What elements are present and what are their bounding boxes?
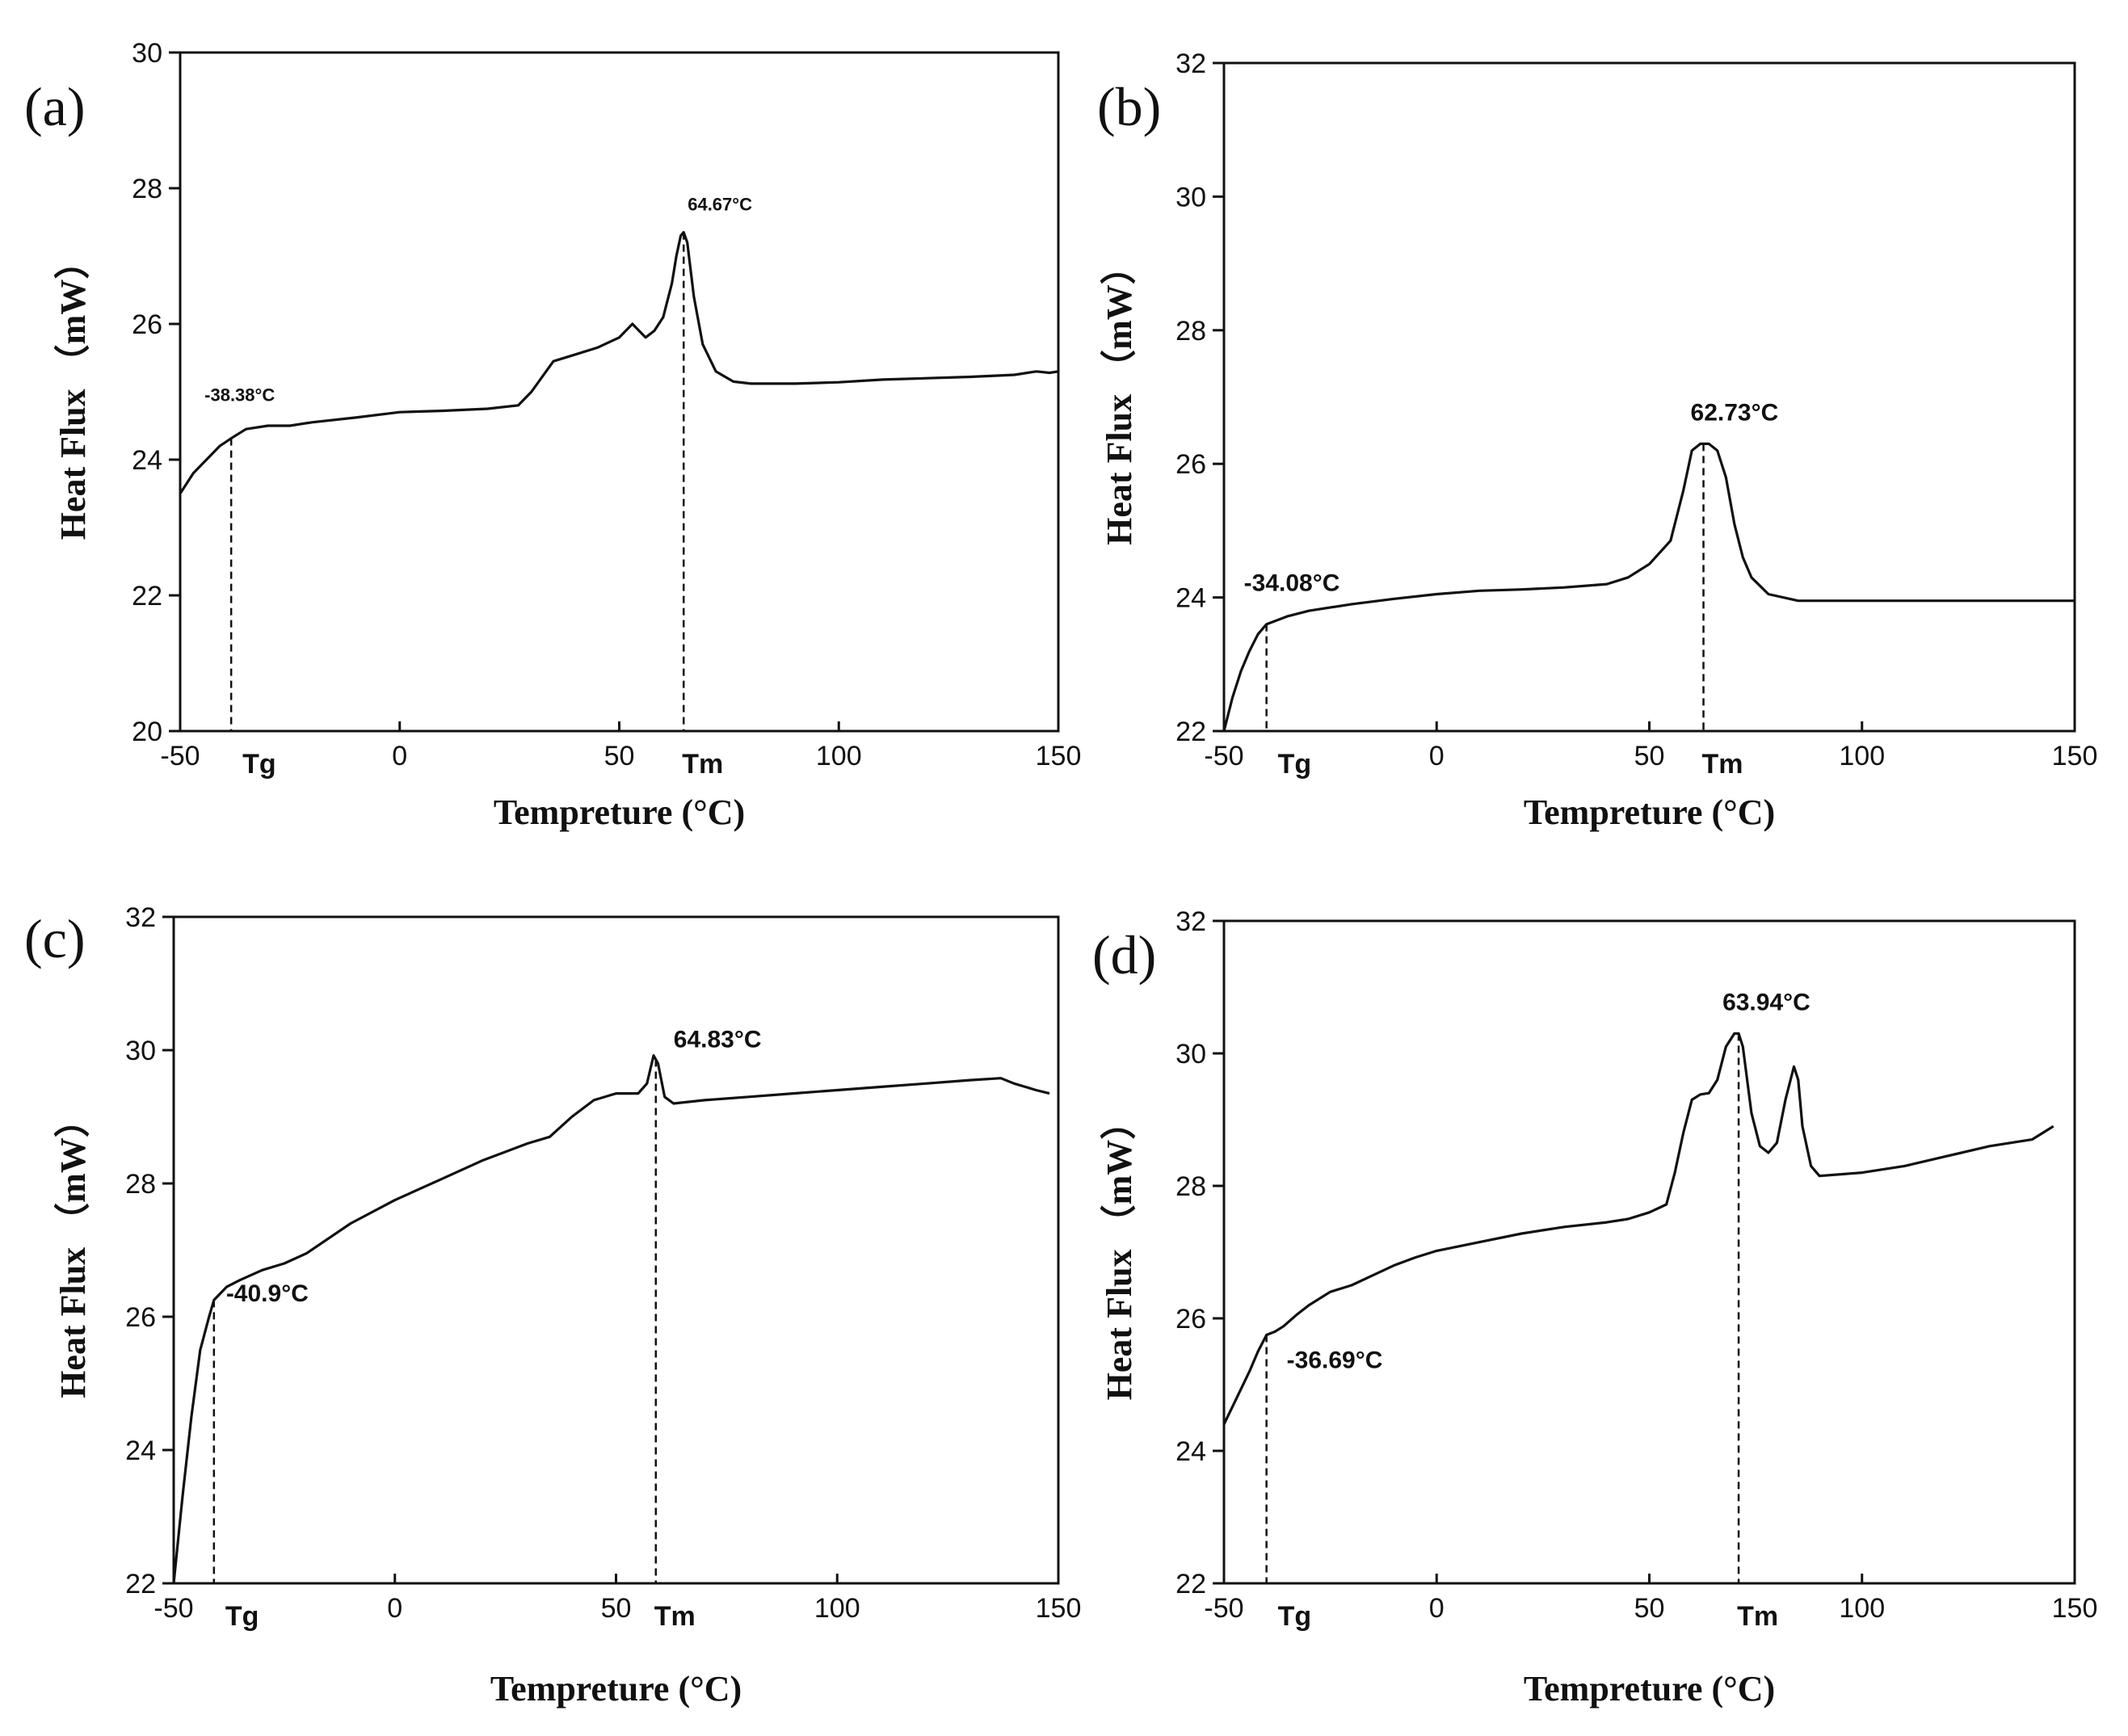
panel-c-tm-label: Tm	[654, 1601, 696, 1632]
panel-a-tg-annotation: -38.38°C	[204, 385, 275, 405]
panel-d-y-tick-label: 28	[1175, 1171, 1206, 1202]
panel-c-y-tick-label: 24	[125, 1435, 156, 1466]
panel-c-y-tick-label: 32	[125, 902, 156, 933]
panel-b-x-tick-label: 100	[1839, 741, 1885, 771]
panel-d-tm-annotation: 63.94°C	[1722, 990, 1810, 1016]
panel-c-x-tick-label: 100	[814, 1593, 860, 1624]
panel-a-dsc-curve	[179, 231, 1059, 494]
panel-b-y-tick-label: 30	[1175, 182, 1206, 212]
panel-b-tg-annotation: -34.08°C	[1244, 570, 1340, 596]
panel-a-y-tick-label: 30	[132, 38, 162, 69]
panel-c-dsc-curve	[172, 1054, 1050, 1584]
panel-d-x-tick-label: 50	[1634, 1593, 1665, 1624]
panel-c-y-tick-label: 28	[125, 1169, 156, 1200]
panel-a-y-axis-label: Heat Flux （mW）	[53, 244, 93, 540]
panel-a-x-tick-label: 0	[392, 741, 407, 771]
panel-a-y-tick-label: 28	[132, 174, 162, 204]
panel-c-x-tick-label: 0	[387, 1593, 402, 1624]
panel-d-tg-annotation: -36.69°C	[1287, 1347, 1383, 1374]
panel-b-tm-label: Tm	[1702, 749, 1743, 780]
panel-c-tg-annotation: -40.9°C	[226, 1280, 309, 1307]
panel-d-letter: (d)	[1092, 924, 1156, 986]
panel-c-x-tick-label: -50	[154, 1593, 193, 1624]
panel-c-plot-frame	[172, 915, 1060, 1585]
panel-d-x-axis-label: Tempreture (°C)	[1524, 1669, 1775, 1709]
panel-a-y-tick-label: 22	[132, 581, 162, 612]
panel-b-tg-label: Tg	[1278, 749, 1312, 780]
panel-a-letter: (a)	[24, 76, 85, 137]
panel-b-y-axis-label: Heat Flux （mW）	[1100, 249, 1139, 545]
panel-b-y-tick-label: 22	[1175, 717, 1206, 747]
panel-d-plot-frame	[1222, 919, 2076, 1585]
panel-d-y-axis-label: Heat Flux （mW）	[1100, 1104, 1139, 1401]
panel-d-y-tick-label: 32	[1175, 906, 1206, 937]
panel-d-tm-label: Tm	[1737, 1601, 1778, 1632]
panel-c-y-tick-label: 22	[125, 1569, 156, 1599]
panel-b-y-tick-label: 26	[1175, 449, 1206, 480]
panel-a-tg-label: Tg	[242, 749, 276, 780]
panel-c-y-tick-label: 30	[125, 1036, 156, 1066]
panel-b-y-tick-label: 24	[1175, 583, 1206, 614]
panel-a-y-tick-label: 20	[132, 717, 162, 747]
panel-b-x-tick-label: 150	[2052, 741, 2098, 771]
panel-a-x-tick-label: 50	[604, 741, 635, 771]
panel-b-x-tick-label: 50	[1634, 741, 1665, 771]
panel-c-y-axis-label: Heat Flux （mW）	[53, 1102, 93, 1398]
panel-d-y-tick-label: 26	[1175, 1304, 1206, 1335]
panel-d-dsc-curve	[1222, 1032, 2054, 1425]
panel-c-letter: (c)	[24, 908, 85, 969]
panel-b-y-tick-label: 32	[1175, 48, 1206, 79]
panel-d-y-tick-label: 30	[1175, 1039, 1206, 1070]
panel-b-x-axis-label: Tempreture (°C)	[1524, 792, 1775, 832]
panel-a-y-tick-label: 26	[132, 309, 162, 340]
panel-a-plot-frame	[179, 51, 1060, 733]
panel-d-x-tick-label: 100	[1839, 1593, 1885, 1624]
panel-a-tm-annotation: 64.67°C	[688, 195, 752, 215]
panel-a-tm-label: Tm	[682, 749, 723, 780]
panel-c-tm-annotation: 64.83°C	[674, 1027, 762, 1053]
panel-c-x-axis-label: Tempreture (°C)	[490, 1669, 742, 1709]
panel-a-x-tick-label: 100	[816, 741, 862, 771]
panel-b-y-tick-label: 28	[1175, 316, 1206, 347]
panel-d-x-tick-label: 0	[1429, 1593, 1445, 1624]
panel-d-tg-label: Tg	[1278, 1601, 1312, 1632]
panel-b-tm-annotation: 62.73°C	[1691, 399, 1779, 426]
panel-c-x-tick-label: 150	[1036, 1593, 1082, 1624]
panel-b-x-tick-label: -50	[1204, 741, 1243, 771]
panel-c-x-tick-label: 50	[601, 1593, 632, 1624]
panel-a-y-tick-label: 24	[132, 445, 162, 476]
panel-c-y-tick-label: 26	[125, 1302, 156, 1333]
panel-a-x-tick-label: -50	[160, 741, 200, 771]
panel-a-x-axis-label: Tempreture (°C)	[494, 792, 745, 832]
panel-a-x-tick-label: 150	[1036, 741, 1082, 771]
panel-d-x-tick-label: -50	[1204, 1593, 1243, 1624]
panel-b-letter: (b)	[1097, 76, 1161, 137]
panel-b-x-tick-label: 0	[1429, 741, 1445, 771]
panel-b-plot-frame	[1222, 61, 2076, 733]
panel-d-x-tick-label: 150	[2052, 1593, 2098, 1624]
panel-b-dsc-curve	[1222, 442, 2075, 732]
panel-d-y-tick-label: 22	[1175, 1569, 1206, 1599]
panel-d-y-tick-label: 24	[1175, 1436, 1206, 1467]
panel-c-tg-label: Tg	[225, 1601, 259, 1632]
